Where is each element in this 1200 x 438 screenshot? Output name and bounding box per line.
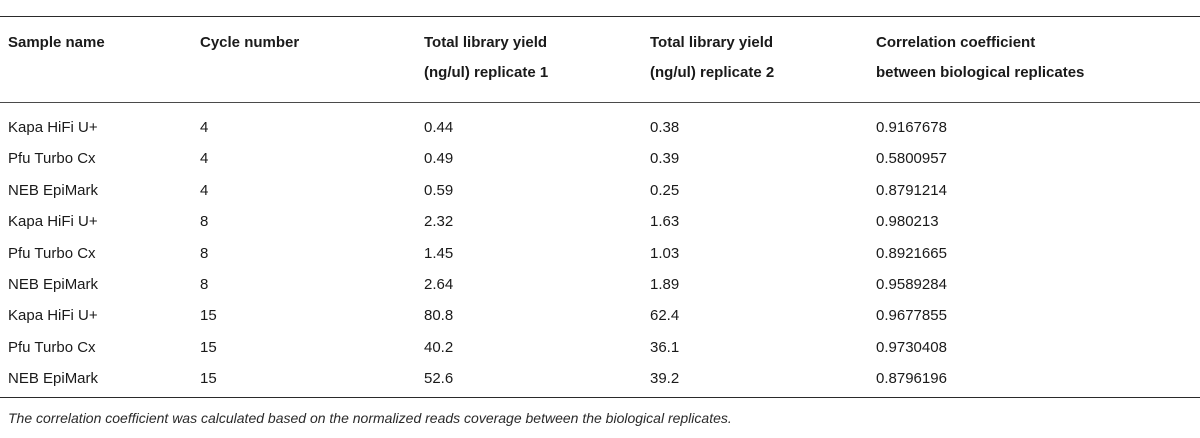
cell-sample-name: Pfu Turbo Cx — [8, 244, 96, 262]
cell-yield-replicate-1: 0.44 — [424, 119, 454, 136]
header-label-line1: Correlation coefficient — [876, 34, 1036, 51]
header-label-line2: (ng/ul) replicate 2 — [650, 64, 775, 81]
header-label: Cycle number — [200, 34, 300, 51]
cell-sample-name: Kapa HiFi U+ — [8, 213, 98, 231]
cell-yield-replicate-2: 1.03 — [650, 244, 680, 262]
cell-yield-replicate-1: 52.6 — [424, 370, 454, 388]
cell-sample-name: NEB EpiMark — [8, 370, 99, 388]
cell-cycle-number: 15 — [200, 307, 217, 325]
header-cycle-number: Cycle number — [200, 28, 299, 58]
cell-yield-replicate-2: 39.2 — [650, 370, 680, 388]
cell-yield-replicate-2: 0.25 — [650, 181, 680, 199]
cell-yield-replicate-1: 80.8 — [424, 307, 454, 325]
header-label-line1: Total library yield — [424, 34, 548, 51]
cell-correlation-coefficient: 0.5800957 — [876, 150, 947, 168]
cell-cycle-number: 4 — [200, 150, 209, 168]
cell-yield-replicate-2: 0.38 — [650, 119, 680, 136]
cell-yield-replicate-2: 1.89 — [650, 275, 680, 293]
cell-cycle-number: 8 — [200, 244, 209, 262]
cell-cycle-number: 4 — [200, 181, 209, 199]
cell-correlation-coefficient: 0.9167678 — [876, 119, 947, 136]
table-row: Pfu Turbo Cx 15 40.2 36.1 0.9730408 — [0, 332, 1200, 363]
header-label-line2: (ng/ul) replicate 1 — [424, 64, 549, 81]
cell-yield-replicate-1: 1.45 — [424, 244, 454, 262]
cell-correlation-coefficient: 0.9589284 — [876, 275, 947, 293]
cell-yield-replicate-1: 40.2 — [424, 338, 454, 356]
table-footnote: The correlation coefficient was calculat… — [8, 410, 732, 426]
table-header-row: Sample name Cycle number Total library y… — [0, 16, 1200, 102]
cell-sample-name: NEB EpiMark — [8, 275, 99, 293]
cell-yield-replicate-1: 0.59 — [424, 181, 454, 199]
cell-cycle-number: 8 — [200, 275, 209, 293]
table-row: Kapa HiFi U+ 15 80.8 62.4 0.9677855 — [0, 300, 1200, 331]
header-label-line2: between biological replicates — [876, 64, 1085, 81]
header-label: Sample name — [8, 34, 105, 51]
header-yield-replicate-1: Total library yield (ng/ul) replicate 1 — [424, 28, 548, 88]
cell-yield-replicate-1: 0.49 — [424, 150, 454, 168]
table-row: NEB EpiMark 15 52.6 39.2 0.8796196 — [0, 363, 1200, 394]
table-row: NEB EpiMark 8 2.64 1.89 0.9589284 — [0, 269, 1200, 300]
cell-sample-name: NEB EpiMark — [8, 181, 99, 199]
header-label-line1: Total library yield — [650, 34, 774, 51]
cell-cycle-number: 15 — [200, 370, 217, 388]
cell-yield-replicate-2: 1.63 — [650, 213, 680, 231]
table-row: Pfu Turbo Cx 8 1.45 1.03 0.8921665 — [0, 238, 1200, 269]
header-sample-name: Sample name — [8, 28, 105, 58]
table-bottom-rule — [0, 397, 1200, 398]
header-yield-replicate-2: Total library yield (ng/ul) replicate 2 — [650, 28, 774, 88]
cell-cycle-number: 15 — [200, 338, 217, 356]
cell-correlation-coefficient: 0.8796196 — [876, 370, 947, 388]
cell-sample-name: Pfu Turbo Cx — [8, 150, 96, 168]
cell-yield-replicate-2: 62.4 — [650, 307, 680, 325]
cell-correlation-coefficient: 0.980213 — [876, 213, 939, 231]
cell-yield-replicate-2: 36.1 — [650, 338, 680, 356]
table-row: Pfu Turbo Cx 4 0.49 0.39 0.5800957 — [0, 143, 1200, 174]
header-correlation-coefficient: Correlation coefficient between biologic… — [876, 28, 1084, 88]
cell-sample-name: Kapa HiFi U+ — [8, 307, 98, 325]
table-header-rule — [0, 102, 1200, 103]
table-top-rule — [0, 16, 1200, 17]
cell-correlation-coefficient: 0.8791214 — [876, 181, 947, 199]
table-row: Kapa HiFi U+ 8 2.32 1.63 0.980213 — [0, 206, 1200, 237]
cell-correlation-coefficient: 0.8921665 — [876, 244, 947, 262]
cell-sample-name: Kapa HiFi U+ — [8, 119, 98, 136]
cell-correlation-coefficient: 0.9730408 — [876, 338, 947, 356]
cell-yield-replicate-2: 0.39 — [650, 150, 680, 168]
cell-sample-name: Pfu Turbo Cx — [8, 338, 96, 356]
cell-cycle-number: 8 — [200, 213, 209, 231]
table-row: NEB EpiMark 4 0.59 0.25 0.8791214 — [0, 175, 1200, 206]
table-body: Kapa HiFi U+ 4 0.44 0.38 0.9167678 Pfu Turbo … — [0, 112, 1200, 395]
cell-correlation-coefficient: 0.9677855 — [876, 307, 947, 325]
cell-yield-replicate-1: 2.64 — [424, 275, 454, 293]
cell-yield-replicate-1: 2.32 — [424, 213, 454, 231]
cell-cycle-number: 4 — [200, 119, 209, 136]
table-row: Kapa HiFi U+ 4 0.44 0.38 0.9167678 — [0, 112, 1200, 143]
